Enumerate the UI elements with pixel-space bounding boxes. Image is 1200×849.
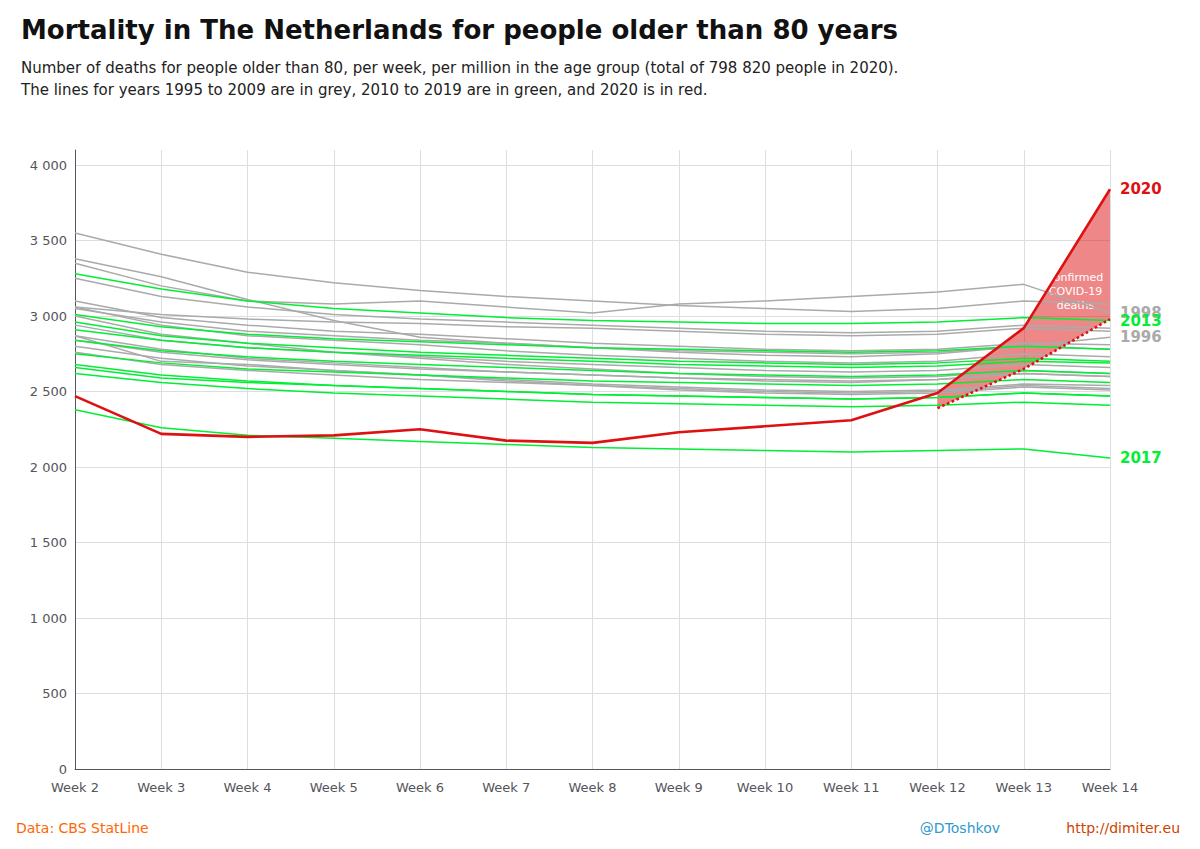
svg-text:deaths: deaths	[1056, 299, 1095, 313]
svg-text:2 000: 2 000	[30, 460, 67, 475]
svg-text:1 000: 1 000	[30, 611, 67, 626]
svg-text:Week 14: Week 14	[1082, 780, 1138, 795]
svg-text:0: 0	[59, 762, 67, 777]
svg-text:Week 3: Week 3	[137, 780, 185, 795]
svg-text:@DToshkov: @DToshkov	[920, 820, 1000, 836]
svg-text:1996: 1996	[1120, 328, 1162, 346]
svg-text:3 000: 3 000	[30, 309, 67, 324]
svg-text:Week 8: Week 8	[568, 780, 616, 795]
svg-text:Mortality in The Netherlands f: Mortality in The Netherlands for people …	[21, 15, 898, 45]
svg-text:http://dimiter.eu: http://dimiter.eu	[1066, 820, 1180, 836]
svg-text:confirmed: confirmed	[1047, 271, 1104, 285]
svg-text:Data: CBS StatLine: Data: CBS StatLine	[16, 820, 149, 836]
svg-text:COVID-19: COVID-19	[1049, 285, 1102, 298]
svg-text:Week 7: Week 7	[482, 780, 530, 795]
svg-text:2020: 2020	[1120, 180, 1162, 198]
svg-text:Week 11: Week 11	[823, 780, 879, 795]
svg-text:Number of deaths for people ol: Number of deaths for people older than 8…	[21, 59, 898, 77]
svg-text:Week 13: Week 13	[996, 780, 1052, 795]
svg-text:Week 10: Week 10	[737, 780, 793, 795]
svg-text:Week 12: Week 12	[909, 780, 965, 795]
svg-text:Week 4: Week 4	[223, 780, 271, 795]
svg-text:Week 9: Week 9	[655, 780, 703, 795]
svg-text:4 000: 4 000	[30, 158, 67, 173]
svg-text:500: 500	[42, 686, 67, 701]
svg-text:2013: 2013	[1120, 312, 1162, 330]
svg-text:Week 6: Week 6	[396, 780, 444, 795]
svg-text:2017: 2017	[1120, 449, 1162, 467]
svg-text:The lines for years 1995 to 20: The lines for years 1995 to 2009 are in …	[20, 81, 707, 99]
svg-text:1 500: 1 500	[30, 535, 67, 550]
svg-text:Week 5: Week 5	[310, 780, 358, 795]
svg-text:Week 2: Week 2	[51, 780, 99, 795]
svg-text:3 500: 3 500	[30, 233, 67, 248]
svg-text:2 500: 2 500	[30, 384, 67, 399]
